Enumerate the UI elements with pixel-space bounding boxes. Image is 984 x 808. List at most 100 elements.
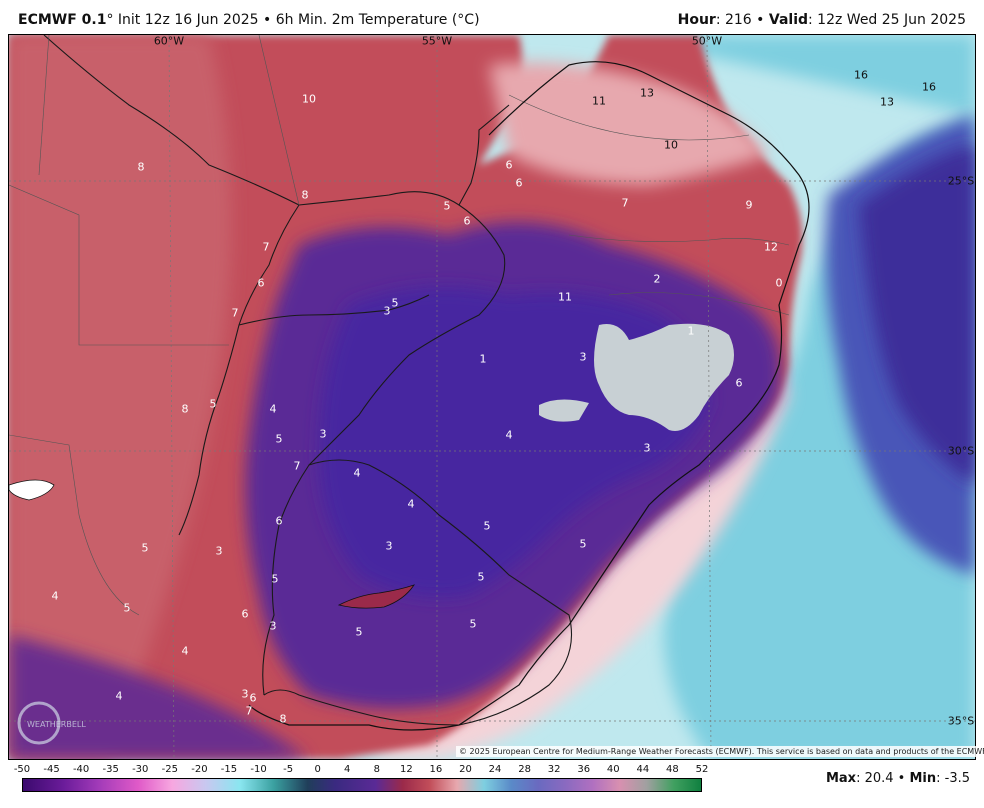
legend-tick: 28 <box>518 764 531 775</box>
legend-tick: 36 <box>577 764 591 775</box>
temperature-label: 5 <box>123 601 131 615</box>
temperature-label: 3 <box>383 304 391 318</box>
country-borders <box>43 35 573 726</box>
temperature-label: 8 <box>301 188 309 202</box>
weatherbell-logo: WEATHERBELL <box>17 701 86 745</box>
temperature-label: 4 <box>407 497 415 511</box>
legend-tick: 16 <box>429 764 443 775</box>
lagoon <box>337 584 415 609</box>
temperature-label: 11 <box>558 290 572 304</box>
hour-value: : 216 • <box>715 12 769 28</box>
southwest-cold <box>9 635 309 759</box>
legend-tick: -25 <box>161 764 178 775</box>
longitude-label: 60°W <box>153 34 185 48</box>
temperature-label: 3 <box>579 350 587 364</box>
ocean-cold-core <box>859 145 975 485</box>
temperature-label: 4 <box>505 428 513 442</box>
temperature-label: 3 <box>643 441 651 455</box>
init-text: ° Init 12z 16 Jun 2025 • 6h Min. 2m Temp… <box>106 12 480 28</box>
valid-value: : 12z Wed 25 Jun 2025 <box>808 12 966 28</box>
legend-tick: 4 <box>344 764 351 775</box>
northeast-pink <box>489 62 769 185</box>
legend-tick: -50 <box>13 764 31 775</box>
temperature-label: 6 <box>463 214 471 228</box>
temperature-label: 10 <box>664 138 678 152</box>
temperature-label: 1 <box>687 324 695 338</box>
temperature-label: 8 <box>181 402 189 416</box>
logo-text: WEATHERBELL <box>27 720 86 729</box>
temperature-label: 13 <box>880 95 894 109</box>
temperature-label: 6 <box>249 691 257 705</box>
legend-tick: -40 <box>72 764 90 775</box>
province-borders <box>9 35 790 616</box>
temperature-label: 3 <box>215 544 223 558</box>
legend-color-bar <box>22 778 702 792</box>
legend-tick: -35 <box>102 764 119 775</box>
map-canvas: WEATHERBELL <box>9 35 975 759</box>
legend-tick: -5 <box>283 764 294 775</box>
copyright-notice: © 2025 European Centre for Medium-Range … <box>456 746 984 757</box>
temperature-label: 9 <box>745 198 753 212</box>
temperature-label: 5 <box>469 617 477 631</box>
temperature-label: 4 <box>115 689 123 703</box>
map-header: ECMWF 0.1° Init 12z 16 Jun 2025 • 6h Min… <box>0 0 984 34</box>
coastal-pink <box>369 335 789 759</box>
temperature-label: 10 <box>302 92 316 106</box>
temperature-label: 12 <box>764 240 778 254</box>
legend-tick: 52 <box>695 764 709 775</box>
temperature-label: 6 <box>735 376 743 390</box>
legend-tick: 40 <box>606 764 620 775</box>
temperature-label: 4 <box>181 644 189 658</box>
temperature-label: 7 <box>245 704 253 718</box>
min-label: Min <box>909 771 937 786</box>
legend-tick: 32 <box>547 764 561 775</box>
legend-tick: -15 <box>220 764 238 775</box>
temperature-label: 13 <box>640 86 654 100</box>
temperature-label: 16 <box>922 80 936 94</box>
longitude-label: 50°W <box>691 34 723 48</box>
temperature-label: 0 <box>775 276 783 290</box>
model-name: ECMWF 0.1 <box>18 12 107 28</box>
temperature-label: 5 <box>271 572 279 586</box>
temperature-label: 7 <box>621 196 629 210</box>
temperature-label: 1 <box>479 352 487 366</box>
temperature-label: 5 <box>209 397 217 411</box>
legend-tick: -10 <box>250 764 267 775</box>
temperature-label: 6 <box>257 276 265 290</box>
temperature-label: 3 <box>241 687 249 701</box>
graticule <box>9 35 975 759</box>
temperature-label: 3 <box>269 619 277 633</box>
temperature-label: 4 <box>269 402 277 416</box>
frost-zone <box>539 323 734 431</box>
temperature-label: 5 <box>141 541 149 555</box>
temperature-label: 5 <box>477 570 485 584</box>
temperature-label: 5 <box>355 625 363 639</box>
legend-tick: 20 <box>459 764 472 775</box>
temperature-label: 5 <box>275 432 283 446</box>
temperature-label: 5 <box>443 199 451 213</box>
temperature-label: 4 <box>353 466 361 480</box>
temperature-label: 2 <box>653 272 661 286</box>
legend-tick: 44 <box>636 764 650 775</box>
temperature-label: 5 <box>391 296 399 310</box>
temperature-label: 16 <box>854 68 868 82</box>
legend-tick: -30 <box>132 764 149 775</box>
min-value: : -3.5 <box>936 771 970 786</box>
temperature-label: 5 <box>579 537 587 551</box>
legend-tick: -45 <box>43 764 60 775</box>
map-title: ECMWF 0.1° Init 12z 16 Jun 2025 • 6h Min… <box>18 12 480 28</box>
temperature-label: 4 <box>51 589 59 603</box>
latitude-label: 35°S <box>947 714 975 728</box>
temperature-label: 11 <box>592 94 606 108</box>
valid-time: Hour: 216 • Valid: 12z Wed 25 Jun 2025 <box>678 12 966 28</box>
valid-label: Valid <box>768 12 809 28</box>
legend-tick: 24 <box>488 764 502 775</box>
temperature-label: 6 <box>241 607 249 621</box>
temperature-map[interactable]: WEATHERBELL 60°W 55°W 50°W 25°S 30°S 35°S 10… <box>8 34 976 760</box>
max-value: : 20.4 • <box>856 771 910 786</box>
legend-tick-labels: -50 -45 -40 -35 -30 -25 -20 -15 -10 -5 0 4 8 12 16 20 24… <box>13 764 709 778</box>
west-warm <box>9 35 232 759</box>
temperature-label: 7 <box>293 459 301 473</box>
legend-tick: 12 <box>399 764 413 775</box>
hour-label: Hour <box>677 12 716 28</box>
